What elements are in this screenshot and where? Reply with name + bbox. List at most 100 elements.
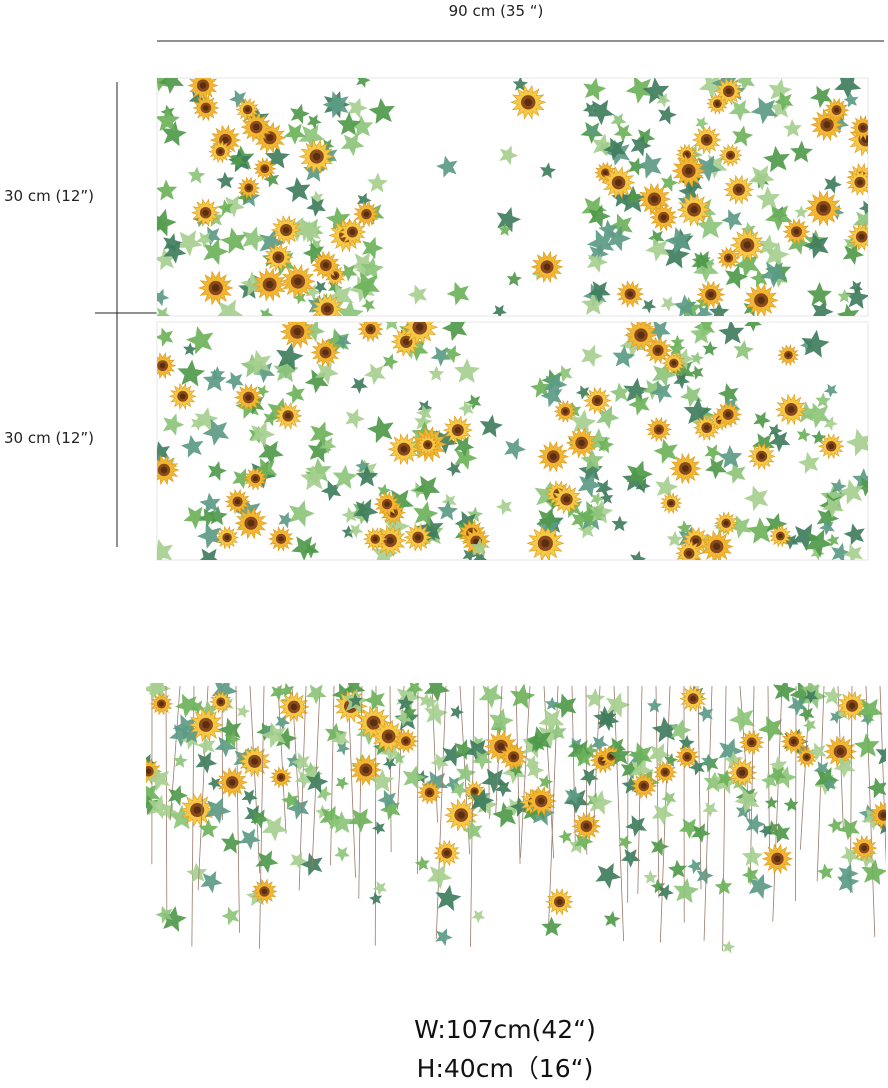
leaf — [360, 256, 384, 280]
flower-core — [261, 888, 268, 895]
leaf — [755, 186, 781, 210]
leaf — [469, 788, 495, 814]
leaf — [537, 723, 562, 749]
flower-core — [786, 352, 791, 358]
leaf — [658, 105, 677, 125]
flower-core — [384, 732, 393, 741]
leaf — [623, 377, 650, 404]
leaf — [341, 525, 356, 539]
flower-core — [563, 409, 568, 414]
flower-core — [426, 789, 433, 796]
leaf — [630, 134, 652, 157]
leaf — [578, 458, 603, 483]
leaf — [743, 299, 761, 316]
leaf — [423, 683, 450, 703]
leaf — [530, 377, 552, 398]
leaf — [159, 802, 179, 822]
leaf — [229, 89, 248, 109]
leaf — [765, 512, 788, 536]
leaf — [454, 510, 478, 535]
leaf — [585, 124, 600, 139]
flower-core — [224, 535, 230, 541]
leaf — [741, 866, 759, 884]
flower-core — [159, 362, 166, 369]
leaf — [603, 910, 621, 928]
leaf — [757, 234, 780, 257]
leaf — [157, 248, 177, 271]
leaf — [567, 740, 594, 766]
leaf — [701, 753, 715, 768]
leaf — [708, 301, 730, 316]
flower-core — [682, 465, 689, 472]
leaf — [368, 891, 383, 906]
flower-core — [728, 152, 733, 158]
leaf — [772, 683, 797, 703]
leaf — [555, 365, 573, 383]
leaf — [564, 786, 584, 806]
leaf — [581, 344, 603, 368]
sticker-sheet — [156, 321, 869, 561]
flower-core — [403, 338, 410, 346]
leaf — [195, 751, 218, 774]
leaf — [798, 706, 815, 723]
flower-core — [707, 291, 714, 298]
leaf — [146, 767, 171, 792]
leaf — [630, 550, 647, 560]
leaf — [854, 733, 880, 758]
leaf — [489, 708, 514, 734]
leaf — [222, 195, 245, 218]
leaf — [163, 240, 187, 264]
leaf — [453, 436, 475, 457]
flower-core — [848, 702, 856, 709]
width-label: 90 cm (35 “) — [449, 2, 544, 20]
leaf — [330, 811, 354, 834]
leaf — [836, 303, 860, 316]
leaf — [343, 683, 366, 700]
leaf — [653, 438, 678, 464]
leaf — [693, 257, 719, 283]
vine — [235, 685, 240, 933]
leaf — [183, 506, 208, 530]
leaf — [158, 78, 184, 94]
leaf — [146, 683, 166, 702]
leaf — [261, 722, 287, 749]
leaf — [648, 322, 671, 342]
leaf — [444, 776, 462, 793]
leaf — [670, 719, 692, 742]
leaf — [224, 731, 241, 748]
leaf — [326, 283, 354, 311]
leaf — [186, 862, 208, 883]
leaf — [689, 365, 704, 380]
leaf — [364, 363, 386, 386]
leaf — [651, 716, 678, 743]
leaf — [492, 801, 518, 828]
leaf — [367, 415, 394, 444]
leaf — [703, 771, 725, 793]
leaf — [597, 709, 620, 732]
leaf — [406, 683, 424, 697]
leaf — [544, 372, 568, 397]
leaf — [187, 166, 206, 184]
leaf — [798, 451, 820, 474]
leaf — [834, 705, 850, 721]
leaf — [450, 781, 469, 799]
leaf — [643, 870, 658, 884]
leaf — [496, 206, 522, 233]
leaf — [250, 421, 276, 448]
leaf — [252, 457, 278, 483]
leaf — [705, 457, 727, 480]
leaf — [548, 722, 567, 741]
leaf — [320, 480, 342, 502]
leaf — [575, 385, 591, 400]
leaf — [660, 173, 679, 192]
leaf — [263, 171, 280, 188]
flower-core — [556, 898, 563, 905]
leaf — [687, 858, 702, 875]
leaf — [157, 107, 180, 132]
leaf — [259, 228, 286, 257]
flower-core — [454, 426, 461, 434]
leaf — [809, 85, 833, 109]
leaf — [718, 322, 745, 345]
leaf — [796, 427, 812, 443]
flower-core — [857, 179, 863, 186]
